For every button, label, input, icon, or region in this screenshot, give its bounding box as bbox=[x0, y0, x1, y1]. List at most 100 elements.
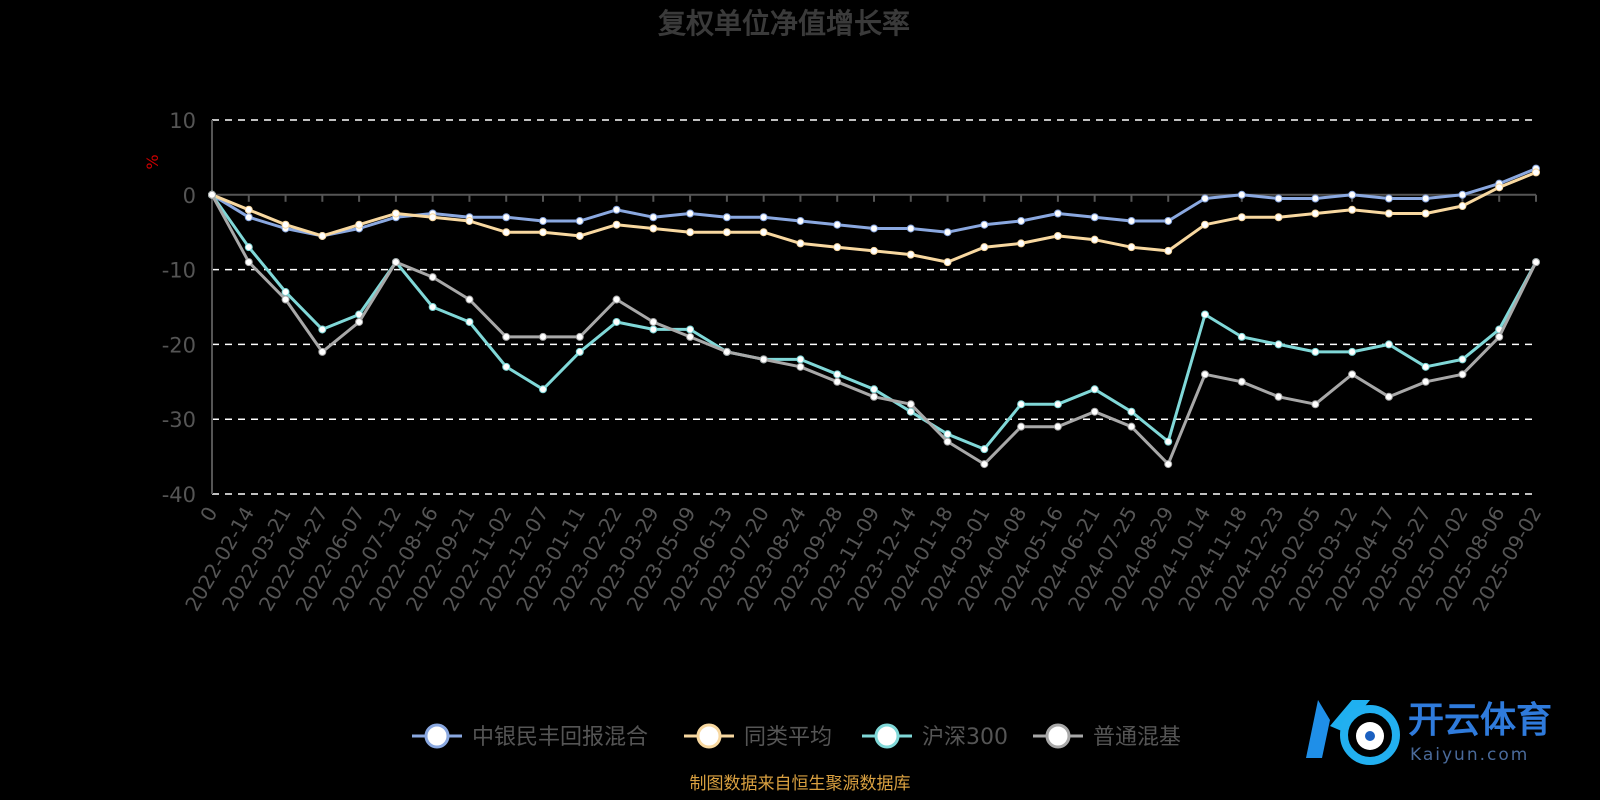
series-3-point bbox=[318, 347, 327, 356]
chart-title: 复权单位净值增长率 bbox=[658, 7, 910, 40]
legend-item-3[interactable]: 普通混基 bbox=[1033, 723, 1181, 750]
series-2-point bbox=[318, 325, 327, 334]
series-3-point bbox=[686, 332, 695, 341]
series-1-point bbox=[1274, 213, 1283, 222]
series-3-point bbox=[1237, 377, 1246, 386]
series-0-point bbox=[1127, 216, 1136, 225]
logo-url: Kaiyun.com bbox=[1410, 745, 1529, 765]
series-2-point bbox=[1164, 437, 1173, 446]
series-0-point bbox=[1421, 194, 1430, 203]
series-1-point bbox=[502, 228, 511, 237]
series-0-point bbox=[870, 224, 878, 233]
series-3-point bbox=[759, 355, 768, 364]
series-2-point bbox=[612, 317, 621, 326]
series-0-point bbox=[1458, 190, 1467, 199]
series-3-point bbox=[1053, 422, 1062, 431]
series-1-point bbox=[428, 213, 437, 222]
series-2-point bbox=[1201, 310, 1209, 319]
series-2-point bbox=[870, 385, 878, 394]
series-line-3 bbox=[210, 194, 1538, 466]
series-2-point bbox=[1421, 362, 1430, 371]
series-2-point bbox=[1311, 347, 1320, 356]
series-3-point bbox=[1495, 332, 1504, 341]
series-1-point bbox=[906, 250, 915, 259]
series-1-point bbox=[612, 220, 621, 229]
logo-name: 开云体育 bbox=[1408, 700, 1552, 741]
series-3-point bbox=[1017, 422, 1026, 431]
series-0-point bbox=[575, 216, 584, 225]
legend-swatch-marker bbox=[696, 723, 722, 749]
series-0-point bbox=[1017, 216, 1026, 225]
legend-swatch-marker bbox=[1045, 723, 1071, 749]
series-1-point bbox=[722, 228, 731, 237]
series-1-point bbox=[1348, 205, 1357, 214]
series-0-point bbox=[943, 228, 952, 237]
series-1-point bbox=[1495, 183, 1504, 192]
series-0-point bbox=[1090, 213, 1099, 222]
series-1-point bbox=[796, 239, 805, 248]
legend-item-1[interactable]: 同类平均 bbox=[684, 723, 832, 750]
series-2-point bbox=[833, 370, 842, 379]
series-1-point bbox=[759, 228, 768, 237]
series-1-point bbox=[1421, 209, 1430, 218]
kaiyun-logo: 开云体育 Kaiyun.com bbox=[1306, 700, 1552, 765]
series-1-point bbox=[1053, 231, 1062, 240]
series-3-point bbox=[796, 362, 805, 371]
series-0-point bbox=[722, 213, 731, 222]
series-0-point bbox=[244, 213, 253, 222]
series-2-point bbox=[539, 385, 547, 394]
series-2-point bbox=[465, 317, 474, 326]
series-2-point bbox=[796, 355, 805, 364]
series-0-point bbox=[759, 213, 768, 222]
series-3-point bbox=[1348, 370, 1357, 379]
series-0-point bbox=[906, 224, 915, 233]
series-1-point bbox=[1384, 209, 1393, 218]
series-3-point bbox=[1421, 377, 1430, 386]
series-3-point bbox=[870, 392, 878, 401]
series-3-point bbox=[465, 295, 474, 304]
series-3-point bbox=[1274, 392, 1283, 401]
series-2-point bbox=[1274, 340, 1283, 349]
series-1-point bbox=[943, 258, 952, 267]
legend[interactable]: 中银民丰回报混合 同类平均 沪深300 普通混基 bbox=[412, 723, 1181, 750]
logo-emblem bbox=[1306, 700, 1400, 765]
series-1-point bbox=[1090, 235, 1099, 244]
series-0-point bbox=[1311, 194, 1320, 203]
legend-label: 普通混基 bbox=[1093, 725, 1181, 750]
series-3-point bbox=[943, 437, 952, 446]
series-0-point bbox=[1274, 194, 1283, 203]
series-2-point bbox=[575, 347, 584, 356]
legend-label: 中银民丰回报混合 bbox=[472, 725, 648, 750]
legend-swatch-marker bbox=[874, 723, 900, 749]
series-2-point bbox=[1458, 355, 1467, 364]
series-2-point bbox=[1237, 332, 1246, 341]
legend-item-2[interactable]: 沪深300 bbox=[862, 723, 1008, 750]
series-1-point bbox=[575, 231, 584, 240]
series-3-point bbox=[906, 400, 915, 409]
series-0-point bbox=[612, 205, 621, 214]
series-0-point bbox=[1348, 190, 1357, 199]
series-3-point bbox=[575, 332, 584, 341]
series-2-point bbox=[428, 303, 437, 311]
series-3-point bbox=[391, 258, 400, 267]
series-0-point bbox=[980, 220, 989, 229]
legend-item-0[interactable]: 中银民丰回报混合 bbox=[412, 723, 648, 750]
series-2-point bbox=[686, 325, 695, 334]
series-3-point bbox=[1164, 460, 1173, 469]
series-3-point bbox=[1458, 370, 1467, 379]
series-2-point bbox=[281, 288, 290, 297]
series-3-point bbox=[281, 295, 290, 304]
series-1-point bbox=[980, 243, 989, 252]
series-1-point bbox=[649, 224, 658, 233]
series-3-point bbox=[1127, 422, 1136, 431]
series-2-point bbox=[502, 362, 511, 371]
series-1-point bbox=[1127, 243, 1136, 252]
series-1-point bbox=[391, 209, 400, 218]
series-2-point bbox=[649, 325, 658, 334]
series-1-point bbox=[1237, 213, 1246, 222]
source-note: 制图数据来自恒生聚源数据库 bbox=[690, 774, 911, 794]
series-3-point bbox=[208, 190, 216, 199]
series-3-point bbox=[1311, 400, 1320, 409]
series-0-point bbox=[1164, 216, 1173, 225]
